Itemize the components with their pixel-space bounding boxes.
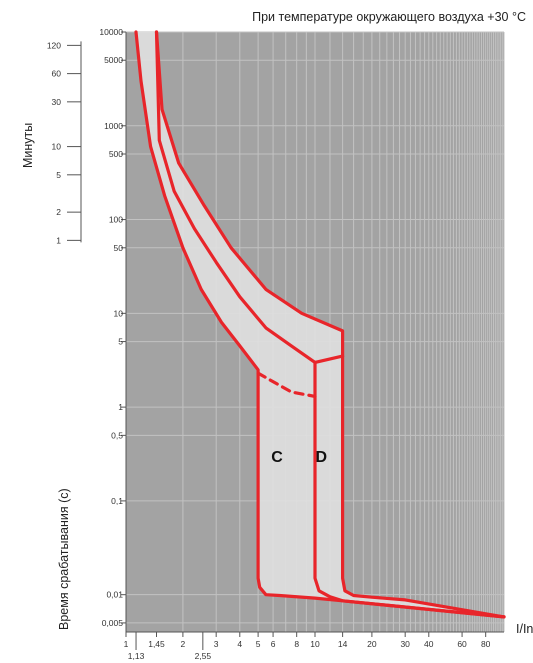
- y-axis-label-seconds: Время срабатывания (с): [57, 488, 71, 630]
- x-axis-label: I/In: [516, 622, 533, 636]
- x-tick-label: 1: [124, 639, 129, 649]
- x-tick-label: 60: [457, 639, 467, 649]
- y-tick-label: 0,5: [111, 430, 123, 440]
- curve-c-lower: [134, 30, 506, 619]
- x-tick-label: 3: [214, 639, 219, 649]
- curve-bands: [136, 32, 504, 617]
- x-tick-label: 4: [237, 639, 242, 649]
- region-label-c: C: [271, 449, 283, 466]
- x-tick-label: 30: [400, 639, 410, 649]
- x-tick-label: 10: [310, 639, 320, 649]
- y-tick-label: 0,005: [102, 618, 124, 628]
- curve-c-upper: [154, 30, 317, 364]
- x-tick-label: 20: [367, 639, 377, 649]
- minutes-tick-label: 1: [56, 235, 61, 245]
- x-tick-label-lower: 2,55: [195, 651, 212, 661]
- y-tick-label: 10: [114, 308, 124, 318]
- minutes-tick-label: 120: [47, 40, 61, 50]
- y-tick-label: 100: [109, 215, 123, 225]
- curve-d-upper-extension: [313, 354, 345, 364]
- axes: 10000 5000 1000 500 100 50 10 5 1 0,5 0,1 0,01 0,005…: [47, 27, 504, 661]
- minutes-tick-label: 30: [52, 97, 62, 107]
- x-tick-label: 14: [338, 639, 348, 649]
- curve-d-lower: [313, 360, 506, 619]
- x-tick-label: 40: [424, 639, 434, 649]
- y-tick-label: 5000: [104, 55, 123, 65]
- x-tick-label: 6: [271, 639, 276, 649]
- minutes-tick-label: 2: [56, 207, 61, 217]
- curves: [134, 30, 506, 619]
- band-c-d: [136, 32, 504, 617]
- minutes-tick-label: 10: [52, 142, 62, 152]
- region-label-d: D: [316, 449, 328, 466]
- curve-c-upper-extension-dashed: [256, 371, 317, 398]
- y-tick-label: 500: [109, 149, 123, 159]
- minutes-tick-label: 5: [56, 170, 61, 180]
- x-tick-label: 80: [481, 639, 491, 649]
- y-tick-label: 0,01: [106, 590, 123, 600]
- x-tick-label-lower: 1,13: [128, 651, 145, 661]
- x-tick-label: 1,45: [148, 639, 165, 649]
- chart-title: При температуре окружающего воздуха +30 …: [252, 10, 526, 24]
- y-axis-label-minutes: Минуты: [21, 123, 35, 168]
- y-tick-label: 1: [118, 402, 123, 412]
- x-tick-label: 8: [294, 639, 299, 649]
- minutes-tick-label: 60: [52, 69, 62, 79]
- y-tick-label: 1000: [104, 121, 123, 131]
- y-tick-label: 5: [118, 337, 123, 347]
- y-tick-label: 50: [114, 243, 124, 253]
- x-tick-label: 2: [181, 639, 186, 649]
- x-tick-label: 5: [256, 639, 261, 649]
- y-tick-label: 0,1: [111, 496, 123, 506]
- curve-d-upper: [154, 30, 506, 619]
- y-tick-label: 10000: [99, 27, 123, 37]
